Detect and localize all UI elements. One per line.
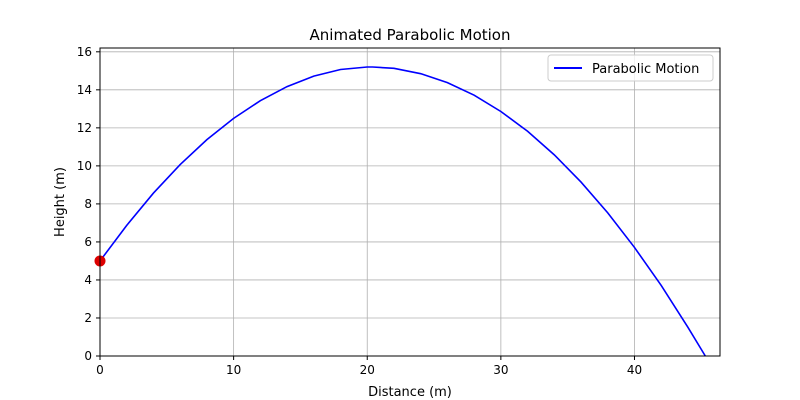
grid-lines bbox=[99, 48, 720, 357]
y-tick-label: 2 bbox=[84, 311, 92, 325]
x-tick-label: 20 bbox=[360, 363, 375, 377]
chart-title: Animated Parabolic Motion bbox=[310, 26, 511, 44]
y-tick-label: 0 bbox=[84, 349, 92, 363]
y-tick-label: 10 bbox=[77, 159, 92, 173]
y-tick-label: 12 bbox=[77, 121, 92, 135]
y-axis-ticks: 0 2 4 6 8 10 12 14 16 bbox=[77, 45, 100, 363]
y-tick-label: 6 bbox=[84, 235, 92, 249]
x-axis-label: Distance (m) bbox=[368, 385, 452, 400]
y-tick-label: 4 bbox=[84, 273, 92, 287]
y-tick-label: 8 bbox=[84, 197, 92, 211]
x-tick-label: 0 bbox=[96, 363, 104, 377]
series-line-parabolic-motion bbox=[99, 66, 706, 357]
legend-label-parabolic-motion: Parabolic Motion bbox=[592, 62, 699, 77]
x-tick-label: 40 bbox=[627, 363, 642, 377]
x-axis-ticks: 0 10 20 30 40 bbox=[96, 356, 642, 377]
x-tick-label: 30 bbox=[493, 363, 508, 377]
x-tick-label: 10 bbox=[226, 363, 241, 377]
y-tick-label: 14 bbox=[77, 83, 92, 97]
legend-box bbox=[547, 54, 714, 82]
y-tick-label: 16 bbox=[77, 45, 92, 59]
y-axis-label: Height (m) bbox=[53, 167, 68, 237]
axes-frame bbox=[99, 47, 721, 357]
plot-area bbox=[94, 66, 706, 357]
legend: Parabolic Motion bbox=[547, 54, 714, 82]
